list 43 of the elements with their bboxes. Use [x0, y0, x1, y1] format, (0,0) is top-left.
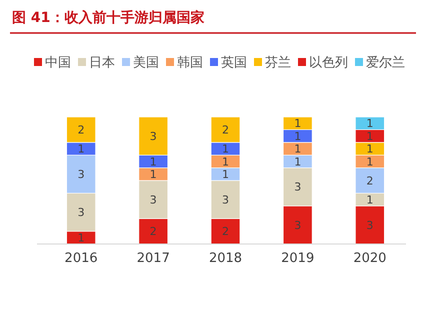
data-label: 1: [366, 130, 374, 143]
data-label: 2: [222, 225, 229, 238]
data-label: 3: [366, 218, 374, 232]
data-label: 1: [294, 155, 302, 168]
legend-label: 芬兰: [265, 56, 291, 71]
data-label: 1: [150, 168, 157, 181]
legend-label: 英国: [221, 56, 247, 71]
data-label: 2: [150, 225, 157, 238]
data-label: 3: [150, 130, 157, 143]
data-label: 1: [78, 142, 85, 156]
data-label: 1: [150, 155, 157, 168]
data-label: 3: [150, 193, 157, 206]
x-tick-label: 2019: [281, 251, 314, 266]
data-label: 3: [222, 193, 229, 206]
legend-label: 美国: [133, 54, 159, 71]
data-label: 2: [366, 174, 374, 188]
data-label: 1: [294, 130, 302, 143]
data-label: 1: [294, 117, 302, 130]
data-label: 1: [294, 142, 302, 156]
legend-label: 韩国: [177, 56, 203, 71]
data-label: 1: [222, 142, 229, 156]
data-label: 1: [366, 142, 374, 156]
legend-label: 以色列: [309, 56, 348, 71]
x-tick-label: 2018: [208, 251, 242, 266]
data-label: 1: [78, 232, 85, 244]
data-label: 3: [78, 168, 85, 181]
data-label: 1: [366, 193, 374, 206]
data-label: 3: [294, 180, 302, 194]
chart-title: 图 41：收入前十手游归属国家: [12, 9, 204, 26]
data-label: 1: [222, 155, 229, 168]
data-label: 3: [294, 218, 302, 232]
data-label: 1: [366, 155, 374, 168]
data-label: 1: [366, 117, 374, 130]
legend-label: 爱尔兰: [366, 56, 405, 71]
data-label: 2: [222, 124, 229, 137]
x-tick-label: 2020: [353, 251, 386, 266]
data-label: 2: [78, 124, 85, 137]
legend-label: 日本: [89, 56, 115, 71]
x-tick-label: 2016: [64, 251, 98, 266]
data-label: 3: [78, 206, 85, 220]
data-label: 1: [222, 168, 229, 181]
legend-label: 中国: [45, 56, 71, 71]
x-tick-label: 2017: [136, 251, 170, 266]
